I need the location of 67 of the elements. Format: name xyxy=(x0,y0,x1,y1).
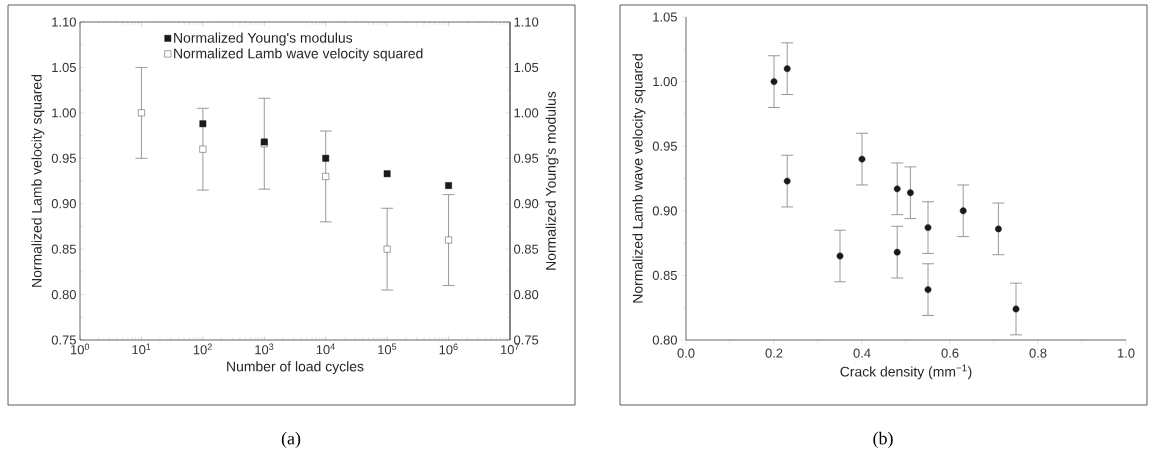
y-axis-title: Normalized Lamb velocity squared xyxy=(31,74,45,287)
x-axis-title: Number of load cycles xyxy=(227,361,364,375)
point xyxy=(907,189,914,197)
legend-label: Normalized Young's modulus xyxy=(174,32,353,46)
x-tick-label: 0.0 xyxy=(677,348,695,358)
point xyxy=(995,225,1002,233)
y-tick-label: 0.85 xyxy=(652,270,677,280)
y-tick-label: 0.80 xyxy=(51,289,76,300)
x-tick-label: 10$^{2}$ xyxy=(193,343,212,355)
x-tick-label: 10$^{7}$ xyxy=(501,343,520,355)
point xyxy=(893,185,901,193)
y2-tick-label: 1.05 xyxy=(514,62,539,73)
y2-tick-label: 0.75 xyxy=(514,335,539,345)
point xyxy=(858,155,866,163)
y-tick-label: 1.05 xyxy=(653,12,677,22)
point xyxy=(138,109,145,117)
y2-tick-label: 1.10 xyxy=(514,17,539,27)
x-tick-label: 10$^{0}$ xyxy=(71,343,90,355)
y2-axis-title: Normalized Young's modulus xyxy=(545,91,559,270)
x-tick-label: 10$^{3}$ xyxy=(255,343,274,355)
y-tick-label: 1.00 xyxy=(52,108,76,118)
point xyxy=(1012,305,1020,313)
legend-label: Normalized Lamb wave velocity squared xyxy=(174,48,423,62)
y-tick-label: 0.80 xyxy=(652,335,677,345)
y-tick-label: 0.75 xyxy=(51,335,76,345)
point xyxy=(924,224,932,231)
point xyxy=(783,177,791,185)
x-tick-label: 10$^{6}$ xyxy=(439,343,458,355)
x-tick-label: 0.4 xyxy=(853,348,871,358)
y-axis-title: Normalized Lamb wave velocity squared xyxy=(632,54,646,303)
x-tick-label: 10$^{1}$ xyxy=(132,343,151,355)
y-tick-label: 0.90 xyxy=(51,199,76,209)
y2-tick-label: 0.95 xyxy=(514,153,539,163)
point xyxy=(383,245,391,253)
x-axis-title: Crack density (mm$^{−1}$) xyxy=(840,364,972,380)
x-tick-label: 1.0 xyxy=(1117,348,1135,358)
y-tick-label: 0.95 xyxy=(51,153,76,163)
point xyxy=(770,78,778,85)
y-tick-label: 1.10 xyxy=(52,17,76,27)
x-tick-label: 0.6 xyxy=(941,348,959,358)
point xyxy=(924,286,932,293)
y-tick-label: 0.85 xyxy=(51,244,76,254)
y-tick-label: 0.95 xyxy=(652,141,677,151)
point xyxy=(783,65,791,73)
text: (a) xyxy=(281,431,301,449)
y2-tick-label: 1.00 xyxy=(514,108,539,118)
point xyxy=(893,248,901,256)
point xyxy=(445,236,452,244)
point xyxy=(959,207,967,215)
y-tick-label: 1.05 xyxy=(52,62,76,73)
point xyxy=(199,120,207,128)
point xyxy=(836,252,844,260)
x-tick-label: 10$^{4}$ xyxy=(316,343,335,355)
point xyxy=(445,182,452,189)
y2-tick-label: 0.90 xyxy=(514,199,539,209)
x-tick-label: 0.2 xyxy=(765,348,783,358)
point xyxy=(383,170,391,178)
x-tick-label: 10$^{5}$ xyxy=(378,343,397,355)
point xyxy=(322,173,330,180)
y2-tick-label: 0.80 xyxy=(514,289,539,300)
point xyxy=(322,154,330,162)
point xyxy=(199,145,207,153)
y-tick-label: 0.90 xyxy=(652,206,677,216)
y2-tick-label: 0.85 xyxy=(514,244,539,254)
y-tick-label: 1.00 xyxy=(653,77,677,87)
x-tick-label: 0.8 xyxy=(1029,348,1047,358)
text: (b) xyxy=(873,431,893,449)
